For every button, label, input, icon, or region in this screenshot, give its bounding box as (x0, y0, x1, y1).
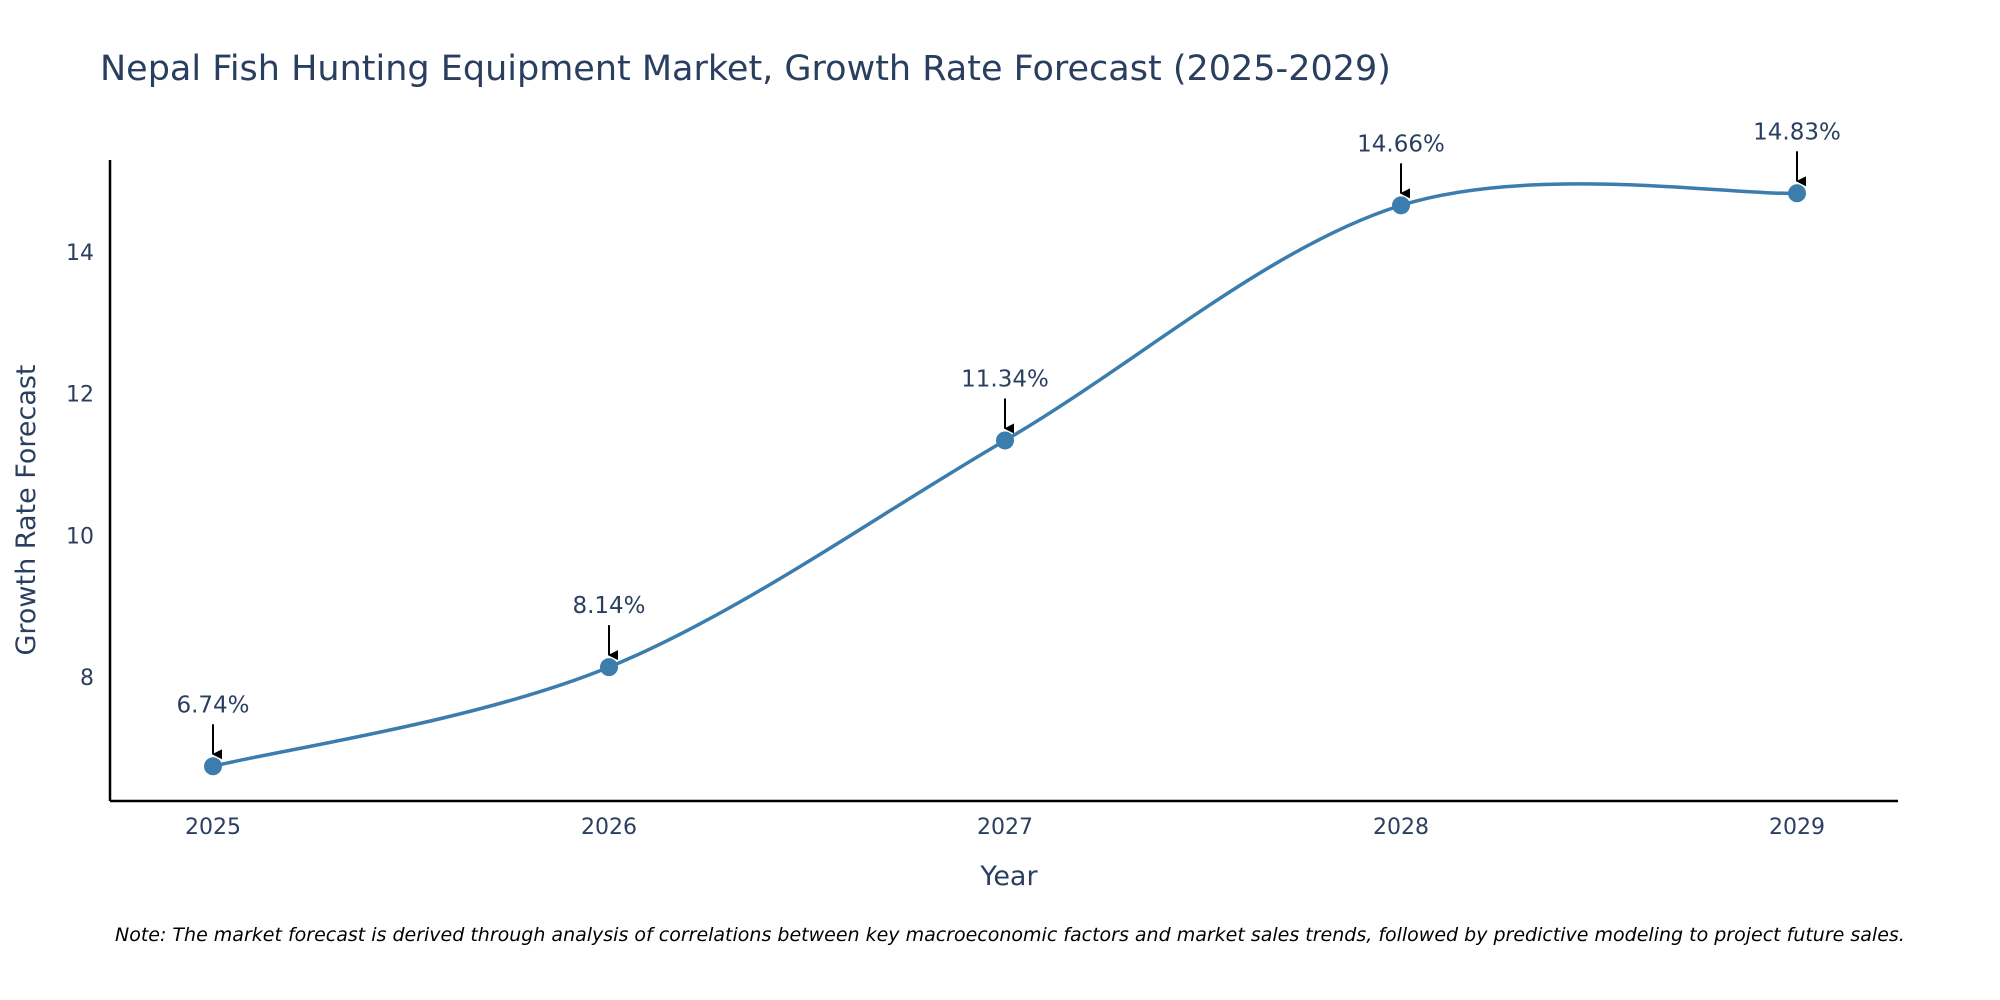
y-tick-label: 8 (80, 666, 94, 691)
y-tick-label: 12 (66, 383, 94, 408)
x-tick-label: 2026 (581, 815, 637, 840)
x-tick-label: 2025 (185, 815, 241, 840)
y-axis-title: Growth Rate Forecast (11, 364, 42, 655)
data-point (1392, 196, 1410, 215)
y-tick-label: 10 (66, 524, 94, 549)
data-label: 6.74% (176, 692, 249, 718)
x-tick-label: 2028 (1373, 815, 1429, 840)
data-point (996, 431, 1014, 450)
x-tick-label: 2027 (977, 815, 1033, 840)
data-point (1788, 184, 1806, 203)
chart-title: Nepal Fish Hunting Equipment Market, Gro… (100, 49, 1391, 89)
data-label: 14.66% (1357, 131, 1445, 157)
x-tick-label: 2029 (1769, 815, 1825, 840)
data-label: 11.34% (961, 366, 1049, 392)
series-line (212, 182, 1798, 768)
y-tick-label: 14 (66, 241, 94, 266)
x-axis-title: Year (979, 861, 1038, 892)
data-point (204, 757, 222, 776)
plot-area: 8 10 12 14 2025 2026 2027 2028 2029 6.74% 8.14% 11.… (66, 119, 1898, 840)
data-label: 14.83% (1753, 119, 1841, 145)
data-label: 8.14% (572, 593, 645, 619)
data-point (600, 658, 618, 677)
footnote: Note: The market forecast is derived thr… (115, 924, 1905, 946)
